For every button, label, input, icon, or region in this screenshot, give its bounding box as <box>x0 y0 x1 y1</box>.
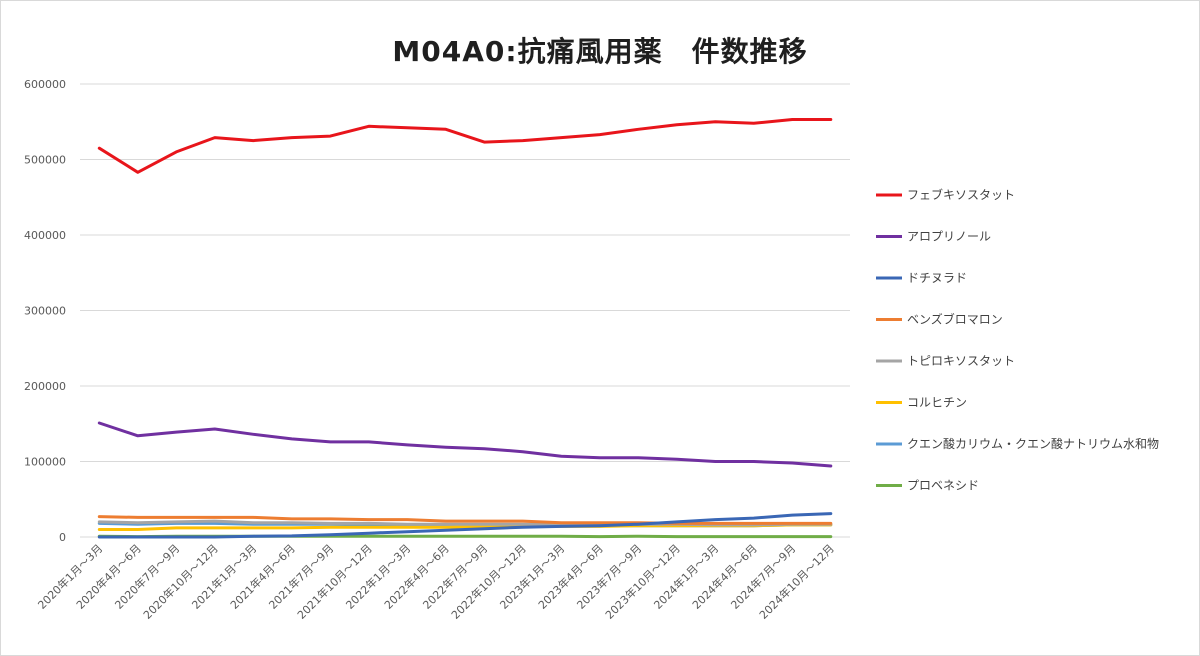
y-tick-label: 200000 <box>24 380 66 393</box>
x-tick-label: 2024年10月～12月 <box>756 541 837 622</box>
x-tick-label: 2022年1月～3月 <box>343 541 414 612</box>
legend-label: ドチヌラド <box>907 271 967 285</box>
legend-label: クエン酸カリウム・クエン酸ナトリウム水和物 <box>907 436 1159 451</box>
x-tick-label: 2023年4月～6月 <box>535 541 606 612</box>
legend-label: コルヒチン <box>907 396 967 410</box>
y-tick-label: 600000 <box>24 78 66 91</box>
x-tick-label: 2022年10月～12月 <box>448 541 529 622</box>
x-tick-label: 2023年1月～3月 <box>497 541 568 612</box>
x-tick-label: 2021年4月～6月 <box>227 541 298 612</box>
x-tick-label: 2024年4月～6月 <box>689 541 760 612</box>
y-tick-label: 300000 <box>24 305 66 318</box>
y-tick-label: 0 <box>59 531 66 544</box>
x-tick-label: 2020年4月～6月 <box>73 541 144 612</box>
legend-label: フェブキソスタット <box>907 187 1015 202</box>
chart-title: M04A0:抗痛風用薬 件数推移 <box>392 35 808 68</box>
x-tick-label: 2024年7月～9月 <box>728 541 799 612</box>
legend-label: ベンズブロマロン <box>907 312 1003 327</box>
series-line <box>97 421 833 468</box>
x-tick-label: 2020年7月～9月 <box>112 541 183 612</box>
legend-label: プロベネシド <box>907 479 979 493</box>
x-tick-label: 2021年1月～3月 <box>189 541 260 612</box>
x-tick-label: 2020年10月～12月 <box>140 541 221 622</box>
x-tick-label: 2021年7月～9月 <box>266 541 337 612</box>
series-line <box>97 118 833 174</box>
series-line <box>97 515 833 525</box>
x-tick-label: 2023年7月～9月 <box>574 541 645 612</box>
x-tick-label: 2021年10月～12月 <box>294 541 375 622</box>
series-line <box>97 512 833 539</box>
x-tick-label: 2023年10月～12月 <box>602 541 683 622</box>
legend-label: アロプリノール <box>907 230 991 244</box>
x-tick-label: 2022年7月～9月 <box>420 541 491 612</box>
x-tick-label: 2020年1月～3月 <box>35 541 106 612</box>
legend-label: トピロキソスタット <box>907 354 1015 368</box>
y-tick-label: 100000 <box>24 456 66 469</box>
x-tick-label: 2022年4月～6月 <box>381 541 452 612</box>
y-tick-label: 400000 <box>24 229 66 242</box>
y-tick-label: 500000 <box>24 154 66 167</box>
x-tick-label: 2024年1月～3月 <box>651 541 722 612</box>
